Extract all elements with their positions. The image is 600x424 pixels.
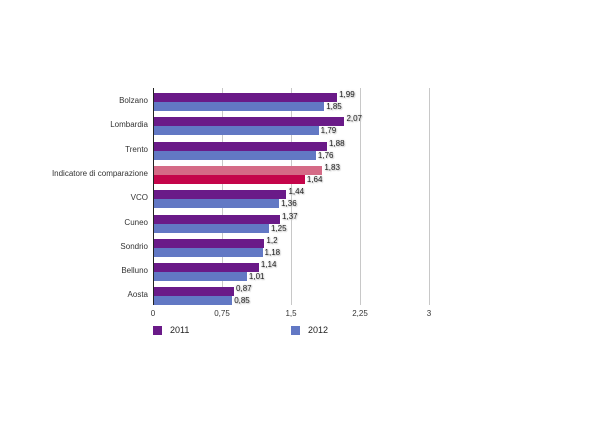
category-label: Cuneo — [124, 217, 148, 227]
value-label: 1,44 — [288, 187, 305, 197]
bar-2012 — [154, 272, 247, 282]
value-label: 0,85 — [234, 296, 250, 306]
bar-2011 — [154, 214, 281, 224]
bar-2012 — [154, 247, 263, 257]
legend-item-2012: 2012 — [291, 325, 328, 335]
bar-2011 — [154, 141, 327, 151]
bar-2011 — [154, 165, 323, 175]
bar-2011 — [154, 93, 338, 102]
y-axis-line — [153, 88, 154, 305]
x-tick-label: 0 — [150, 309, 156, 318]
x-tick-label: 3 — [426, 309, 432, 318]
gridline — [360, 88, 361, 305]
bar-2011 — [154, 190, 287, 200]
bar-2012 — [154, 199, 280, 209]
bar-2012 — [154, 126, 319, 136]
category-label: Lombardia — [110, 120, 148, 130]
x-tick-label: 0,75 — [214, 309, 230, 318]
legend-item-2011: 2011 — [153, 325, 189, 335]
value-label: 1,14 — [260, 260, 277, 270]
bar-2011 — [154, 287, 235, 297]
category-label: Sondrio — [120, 241, 148, 251]
value-label: 1,64 — [306, 174, 323, 184]
category-label: Belluno — [121, 266, 148, 276]
bar-2012 — [154, 223, 269, 233]
value-label: 1,85 — [326, 102, 342, 111]
gridline — [291, 88, 292, 305]
bar-2011 — [154, 238, 265, 248]
value-label: 1,79 — [320, 126, 337, 136]
value-label: 0,87 — [236, 284, 252, 294]
legend-label: 2012 — [308, 325, 329, 335]
x-tick-label: 1,5 — [285, 309, 297, 318]
category-label: Aosta — [127, 290, 148, 300]
bar-2012 — [154, 174, 305, 184]
bar-2012 — [154, 102, 325, 111]
value-label: 2,07 — [346, 114, 363, 124]
value-label: 1,37 — [282, 211, 298, 221]
legend-swatch — [291, 325, 300, 335]
value-label: 1,18 — [264, 247, 281, 257]
category-label: Trento — [125, 144, 148, 154]
legend-label: 2011 — [170, 325, 190, 335]
value-label: 1,88 — [328, 138, 345, 148]
value-label: 1,83 — [324, 162, 340, 172]
bar-2011 — [154, 263, 259, 273]
value-label: 1,36 — [281, 199, 297, 209]
category-label: Indicatore di comparazione — [51, 168, 148, 178]
value-label: 1,25 — [271, 223, 287, 233]
value-label: 1,76 — [317, 150, 334, 160]
value-label: 1,01 — [248, 272, 265, 282]
value-label: 1,2 — [266, 235, 278, 245]
value-label: 1,99 — [339, 90, 355, 99]
category-label: Bolzano — [119, 96, 148, 105]
bar-2012 — [154, 296, 233, 306]
x-tick-label: 2,25 — [352, 309, 368, 318]
category-label: VCO — [130, 193, 148, 203]
gridline — [429, 88, 430, 305]
legend-swatch — [153, 325, 162, 335]
bar-2011 — [154, 117, 345, 127]
bar-2012 — [154, 150, 316, 160]
